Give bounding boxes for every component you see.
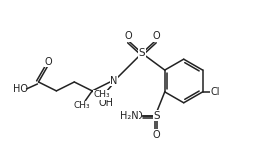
Text: O: O [134,111,142,121]
Text: H₂N: H₂N [120,111,138,121]
Text: O: O [152,31,160,41]
Text: O: O [124,31,132,41]
Text: S: S [139,48,145,58]
Text: HO: HO [13,84,28,94]
Text: S: S [154,111,160,121]
Text: O: O [45,57,52,67]
Text: N: N [110,76,118,86]
Text: OH: OH [99,98,114,108]
Text: O: O [153,130,161,140]
Text: Cl: Cl [211,87,220,97]
Text: CH₃: CH₃ [74,101,91,110]
Text: CH₃: CH₃ [94,90,110,99]
